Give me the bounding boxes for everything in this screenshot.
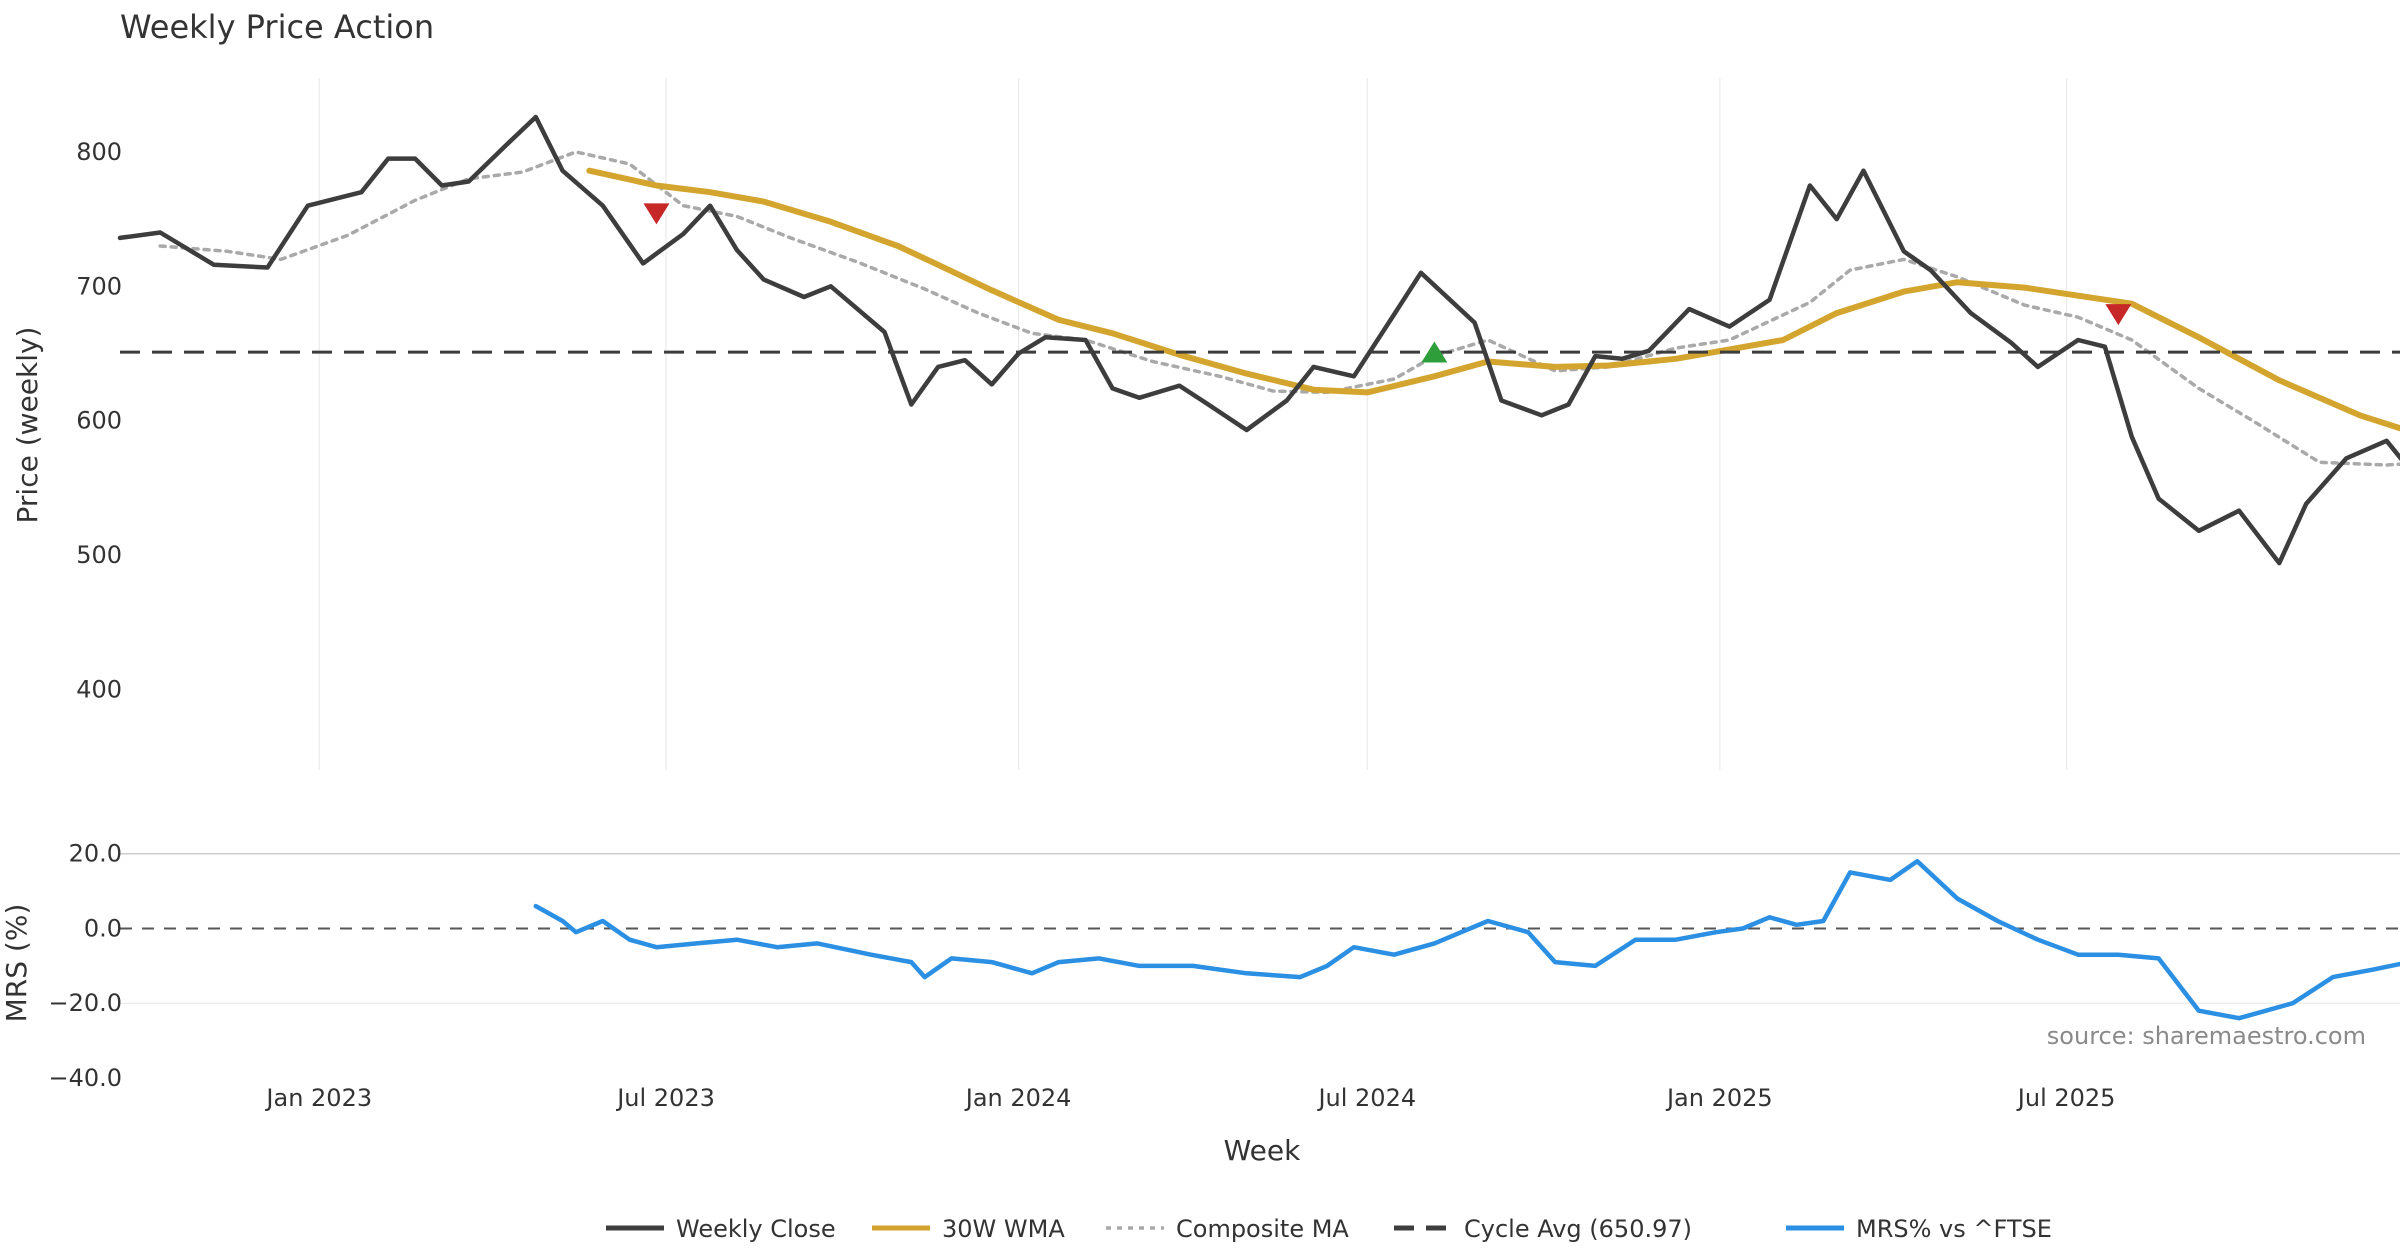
x-tick-jan-2025: Jan 2025	[1665, 1084, 1773, 1112]
mrs-y-tick-2: −20.0	[48, 989, 122, 1017]
x-axis-label: Week	[1224, 1134, 1301, 1167]
mrs-y-axis-label: MRS (%)	[0, 904, 33, 1023]
price-y-tick-600: 600	[76, 407, 122, 435]
mrs-series	[533, 858, 2400, 1021]
legend-label-weekly-close: Weekly Close	[676, 1215, 836, 1243]
price-series	[117, 114, 2400, 566]
mrs-y-tick-1: 0.0	[84, 914, 122, 942]
price-grid	[318, 78, 2068, 770]
x-ticks: Jan 2023 Jul 2023 Jan 2024 Jul 2024 Jan 2025…	[264, 1084, 2115, 1112]
sell-signal-marker-3	[2105, 304, 2132, 326]
legend-label-30w-wma: 30W WMA	[942, 1215, 1065, 1243]
mrs-y-tick-0: 20.0	[69, 840, 122, 868]
price-y-tick-400: 400	[76, 675, 122, 703]
price-y-tick-500: 500	[76, 541, 122, 569]
legend: Weekly Close 30W WMA Composite MA Cycle Avg…	[606, 1215, 2052, 1243]
buy-signal-marker-2	[1421, 341, 1448, 363]
legend-label-composite-ma: Composite MA	[1176, 1215, 1349, 1243]
x-tick-jul-2025: Jul 2025	[2016, 1084, 2116, 1112]
x-tick-jul-2023: Jul 2023	[615, 1084, 715, 1112]
chart-title: Weekly Price Action	[120, 8, 434, 46]
series-mrs-vs-ftse	[533, 858, 2400, 1021]
series-30w-wma	[586, 167, 2400, 432]
signal-markers	[643, 203, 2132, 363]
x-tick-jan-2023: Jan 2023	[264, 1084, 372, 1112]
series-composite-ma	[158, 150, 2400, 467]
x-tick-jul-2024: Jul 2024	[1316, 1084, 1416, 1112]
mrs-grid	[120, 852, 2400, 1004]
legend-label-cycle-avg-650-97: Cycle Avg (650.97)	[1464, 1215, 1692, 1243]
x-tick-jan-2024: Jan 2024	[964, 1084, 1072, 1112]
sell-signal-marker-1	[643, 203, 670, 225]
series-weekly-close	[117, 114, 2400, 566]
price-y-tick-800: 800	[76, 138, 122, 166]
mrs-y-tick-3: −40.0	[48, 1064, 122, 1092]
source-note: source: sharemaestro.com	[2047, 1022, 2366, 1050]
price-y-ticks: 400 500 600 700 800	[76, 138, 122, 703]
legend-label-mrs-vs-ftse: MRS% vs ^FTSE	[1856, 1215, 2052, 1243]
mrs-y-ticks: 20.0 0.0 −20.0 −40.0	[48, 840, 122, 1092]
price-y-tick-700: 700	[76, 272, 122, 300]
price-y-axis-label: Price (weekly)	[11, 327, 44, 524]
